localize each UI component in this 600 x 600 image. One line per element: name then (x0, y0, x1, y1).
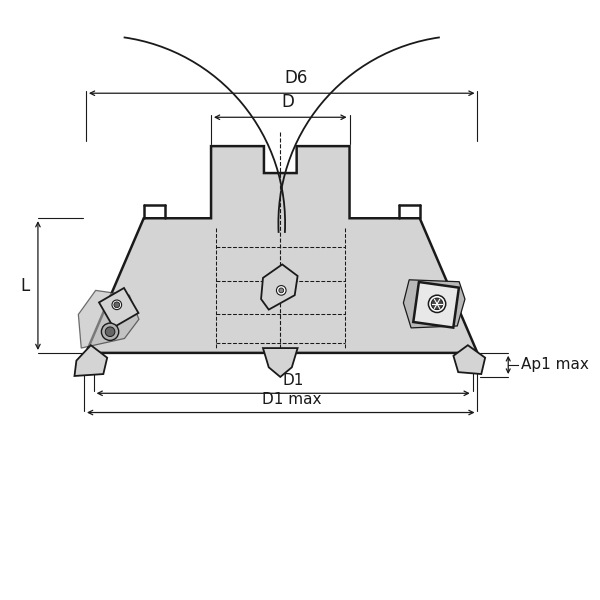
Polygon shape (79, 290, 139, 348)
Polygon shape (263, 348, 298, 377)
Circle shape (114, 302, 119, 308)
Text: D6: D6 (284, 70, 308, 88)
Text: Ap1 max: Ap1 max (521, 358, 589, 373)
Circle shape (428, 295, 446, 313)
Text: L: L (20, 277, 29, 295)
Circle shape (105, 327, 115, 337)
Polygon shape (86, 146, 478, 353)
Text: D1: D1 (282, 373, 304, 388)
Circle shape (101, 323, 119, 340)
Polygon shape (261, 265, 298, 310)
Polygon shape (403, 280, 465, 328)
Circle shape (112, 300, 122, 310)
Text: D: D (281, 94, 295, 112)
Circle shape (279, 288, 284, 293)
Polygon shape (454, 345, 485, 374)
Polygon shape (413, 282, 459, 328)
Polygon shape (74, 345, 107, 376)
Text: D1 max: D1 max (262, 392, 321, 407)
Circle shape (277, 286, 286, 295)
Polygon shape (99, 288, 139, 328)
Circle shape (431, 298, 443, 310)
